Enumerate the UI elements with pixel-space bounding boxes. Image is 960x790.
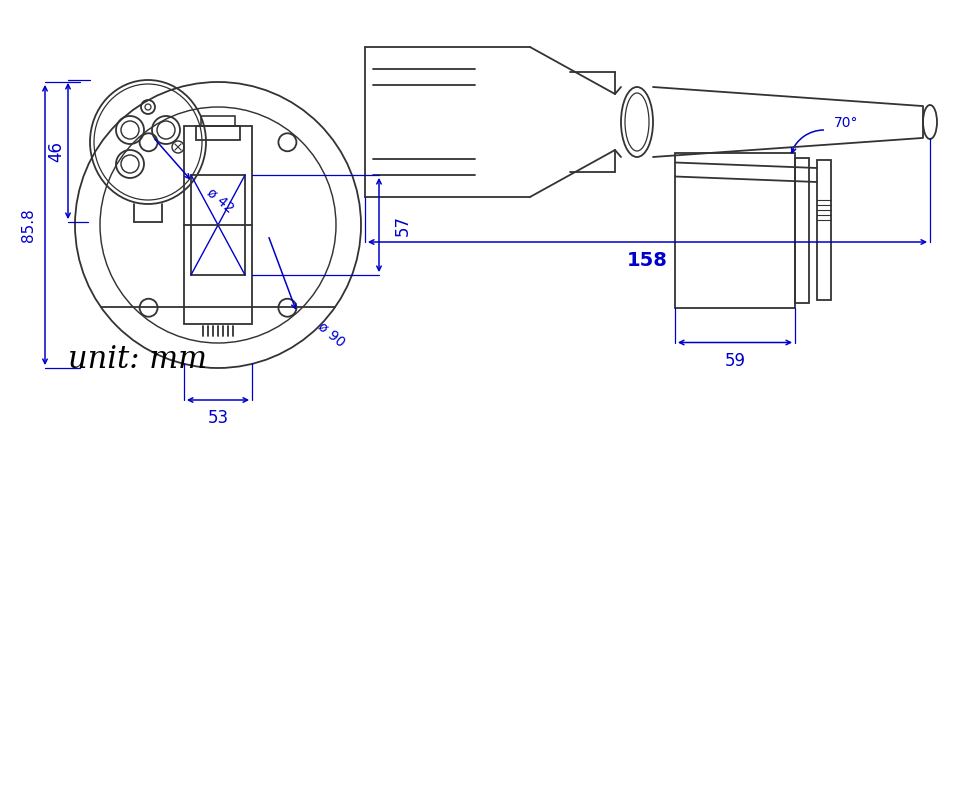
Bar bbox=[795, 157, 809, 303]
Text: 70°: 70° bbox=[834, 116, 858, 130]
Text: 53: 53 bbox=[207, 409, 228, 427]
Bar bbox=[817, 160, 831, 300]
Bar bbox=[184, 126, 252, 324]
Text: 57: 57 bbox=[394, 215, 412, 235]
Text: unit: mm: unit: mm bbox=[68, 344, 207, 375]
Bar bbox=[191, 175, 245, 275]
Text: 59: 59 bbox=[725, 352, 746, 370]
Text: ø 90: ø 90 bbox=[315, 319, 348, 350]
Text: 85.8: 85.8 bbox=[21, 208, 36, 242]
Text: 46: 46 bbox=[47, 141, 65, 161]
Bar bbox=[196, 126, 240, 140]
Bar bbox=[675, 152, 795, 307]
Text: 158: 158 bbox=[627, 250, 668, 269]
Text: ø 42: ø 42 bbox=[204, 185, 237, 215]
Bar bbox=[201, 116, 235, 126]
